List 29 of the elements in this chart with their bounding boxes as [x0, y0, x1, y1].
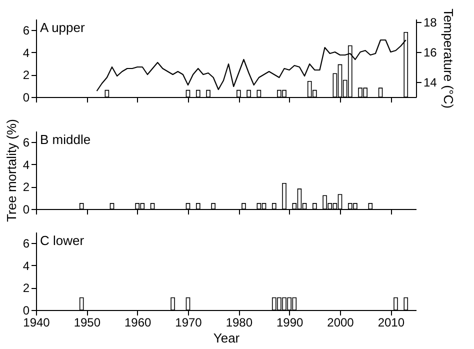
- y2-tick-label: 14: [424, 76, 438, 90]
- y-axis-title: Tree mortality (%): [4, 119, 19, 222]
- x-tick-label: 1980: [226, 316, 253, 330]
- x-tick-label: 1940: [23, 316, 50, 330]
- y2-tick-label: 18: [424, 16, 438, 30]
- x-tick-label: 2010: [378, 316, 405, 330]
- chart-title: A upper: [40, 20, 86, 35]
- x-tick-label: 1960: [124, 316, 152, 330]
- chart-title: B middle: [40, 132, 91, 147]
- y-tick-label: 6: [22, 24, 30, 38]
- y-tick-label: 4: [22, 46, 30, 60]
- y-tick-label: 6: [22, 136, 30, 150]
- y-tick-label: 2: [22, 68, 30, 82]
- y-tick-label: 4: [22, 258, 30, 273]
- x-tick-label: 1970: [175, 316, 202, 330]
- x-tick-label: 2000: [327, 316, 354, 330]
- y-tick-label: 2: [22, 180, 30, 194]
- y-tick-label: 6: [22, 236, 30, 251]
- y-tick-label: 0: [22, 90, 30, 104]
- y-tick-label: 0: [22, 304, 30, 318]
- y-tick-label: 0: [22, 202, 30, 216]
- y-tick-label: 4: [22, 158, 30, 172]
- y-tick-label: 2: [22, 281, 30, 296]
- y2-tick-label: 16: [424, 46, 438, 60]
- x-tick-label: 1950: [74, 316, 101, 330]
- x-tick-label: 1990: [276, 316, 304, 330]
- chart-title: C lower: [40, 233, 85, 248]
- y2-axis-title: Temperature (°C): [440, 8, 456, 108]
- x-axis-title: Year: [213, 330, 240, 346]
